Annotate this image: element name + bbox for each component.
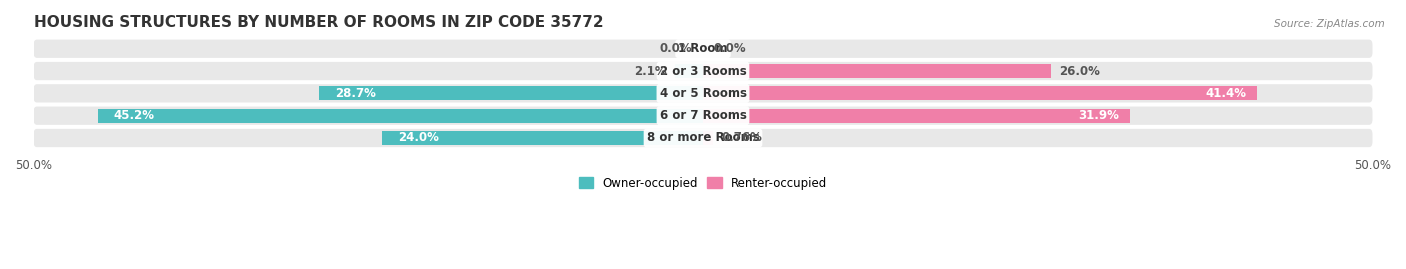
Text: 31.9%: 31.9% [1078, 109, 1119, 122]
Text: HOUSING STRUCTURES BY NUMBER OF ROOMS IN ZIP CODE 35772: HOUSING STRUCTURES BY NUMBER OF ROOMS IN… [34, 15, 603, 30]
Bar [381, 131, 703, 145]
FancyBboxPatch shape [34, 84, 1372, 102]
Legend: Owner-occupied, Renter-occupied: Owner-occupied, Renter-occupied [574, 172, 832, 194]
Text: 6 or 7 Rooms: 6 or 7 Rooms [659, 109, 747, 122]
Text: 8 or more Rooms: 8 or more Rooms [647, 132, 759, 144]
Text: 24.0%: 24.0% [398, 132, 439, 144]
Text: 41.4%: 41.4% [1205, 87, 1247, 100]
FancyBboxPatch shape [34, 129, 1372, 147]
FancyBboxPatch shape [34, 40, 1372, 58]
Text: 2 or 3 Rooms: 2 or 3 Rooms [659, 65, 747, 77]
Text: 28.7%: 28.7% [335, 87, 375, 100]
Text: 2.1%: 2.1% [634, 65, 666, 77]
Bar [703, 131, 713, 145]
Bar [703, 109, 1130, 123]
Text: 4 or 5 Rooms: 4 or 5 Rooms [659, 87, 747, 100]
Bar [319, 86, 703, 100]
Text: Source: ZipAtlas.com: Source: ZipAtlas.com [1274, 19, 1385, 29]
Text: 1 Room: 1 Room [678, 42, 728, 55]
FancyBboxPatch shape [34, 107, 1372, 125]
Bar [703, 64, 1052, 78]
Text: 45.2%: 45.2% [114, 109, 155, 122]
Text: 0.76%: 0.76% [721, 132, 762, 144]
Bar [675, 64, 703, 78]
Text: 0.0%: 0.0% [659, 42, 692, 55]
FancyBboxPatch shape [34, 62, 1372, 80]
Text: 0.0%: 0.0% [714, 42, 747, 55]
Bar [703, 86, 1257, 100]
Bar [98, 109, 703, 123]
Text: 26.0%: 26.0% [1059, 65, 1099, 77]
